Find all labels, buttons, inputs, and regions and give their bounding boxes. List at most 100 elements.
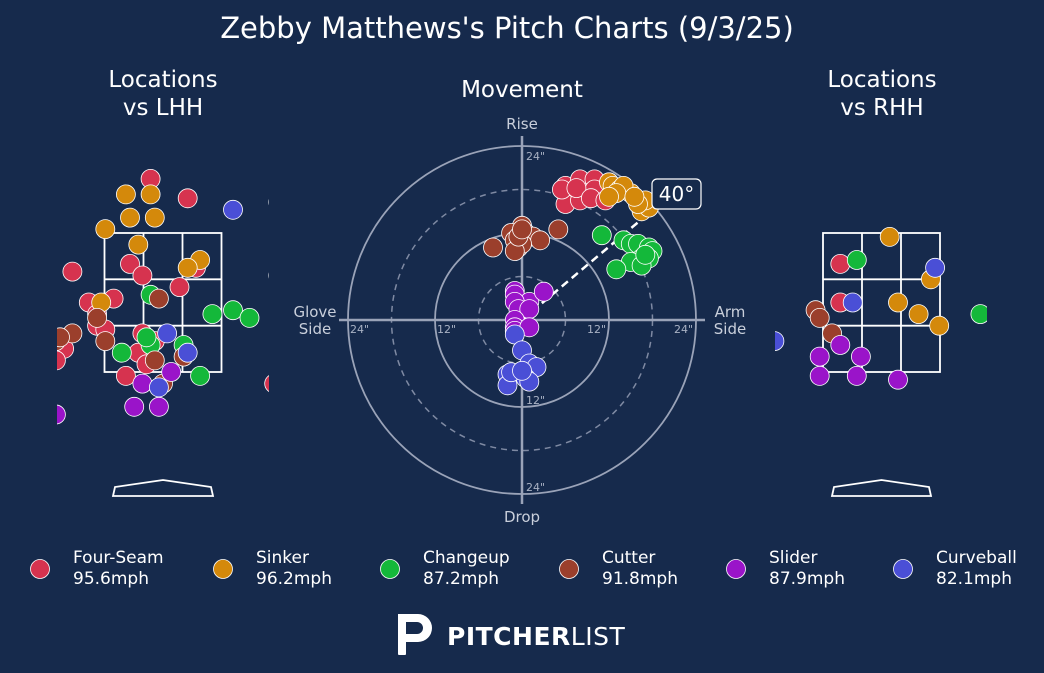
axis-label-glove: Glove bbox=[293, 303, 336, 321]
rhh-points bbox=[765, 227, 990, 389]
axis-label-rise: Rise bbox=[506, 115, 538, 133]
legend-speed-four-seam: 95.6mph bbox=[73, 569, 149, 589]
arm-angle-label: 40° bbox=[659, 182, 694, 206]
tick-24-right: 24" bbox=[674, 323, 693, 336]
lhh-location-point-sinker bbox=[141, 185, 160, 204]
lhh-location-point-cutter bbox=[88, 308, 107, 327]
legend-speed-curveball: 82.1mph bbox=[936, 569, 1012, 589]
axis-label-side-right: Side bbox=[714, 320, 746, 338]
lhh-location-point-slider bbox=[125, 397, 144, 416]
rhh-location-point-sinker bbox=[909, 305, 928, 324]
movement-point-cutter bbox=[484, 238, 503, 257]
legend-marker-curveball bbox=[894, 560, 913, 579]
legend-marker-changeup bbox=[381, 560, 400, 579]
tick-12-right: 12" bbox=[587, 323, 606, 336]
legend-marker-four-seam bbox=[31, 560, 50, 579]
legend-speed-changeup: 87.2mph bbox=[423, 569, 499, 589]
pitcherlist-logo-icon bbox=[398, 614, 432, 655]
lhh-location-point-four-seam bbox=[265, 374, 284, 393]
lhh-location-point-sinker bbox=[129, 235, 148, 254]
legend-marker-cutter bbox=[560, 560, 579, 579]
rhh-location-point-slider bbox=[831, 336, 850, 355]
lhh-title-line2: vs LHH bbox=[123, 95, 203, 121]
rhh-location-point-cutter bbox=[810, 308, 829, 327]
axis-label-side-left: Side bbox=[299, 320, 331, 338]
rhh-location-point-sinker bbox=[880, 227, 899, 246]
lhh-location-point-slider bbox=[133, 374, 152, 393]
movement-title: Movement bbox=[461, 77, 583, 103]
lhh-location-point-changeup bbox=[137, 328, 156, 347]
movement-point-slider bbox=[534, 282, 553, 301]
lhh-location-point-four-seam bbox=[63, 262, 82, 281]
lhh-location-point-curveball bbox=[224, 200, 243, 219]
lhh-location-point-changeup bbox=[203, 305, 222, 324]
pitcherlist-wordmark: PITCHERLIST bbox=[447, 622, 625, 651]
lhh-location-point-four-seam bbox=[46, 351, 65, 370]
rhh-location-point-sinker bbox=[930, 316, 949, 335]
legend-label-changeup: Changeup bbox=[423, 548, 510, 568]
legend-label-cutter: Cutter bbox=[602, 548, 655, 568]
lhh-points bbox=[42, 169, 288, 424]
lhh-location-point-sinker bbox=[116, 185, 135, 204]
lhh-location-point-cutter bbox=[149, 289, 168, 308]
movement-point-cutter bbox=[531, 231, 550, 250]
movement-point-sinker bbox=[600, 187, 619, 206]
lhh-location-point-sinker bbox=[178, 258, 197, 277]
tick-24-left: 24" bbox=[350, 323, 369, 336]
movement-point-changeup bbox=[607, 260, 626, 279]
rhh-title-line1: Locations bbox=[827, 67, 936, 93]
lhh-location-point-cutter bbox=[145, 351, 164, 370]
rhh-location-point-changeup bbox=[847, 251, 866, 270]
chart-title: Zebby Matthews's Pitch Charts (9/3/25) bbox=[220, 11, 794, 45]
rhh-title-line2: vs RHH bbox=[840, 95, 923, 121]
legend-label-sinker: Sinker bbox=[256, 548, 309, 568]
rhh-location-point-curveball bbox=[765, 332, 784, 351]
lhh-location-point-slider bbox=[162, 363, 181, 382]
legend-label-four-seam: Four-Seam bbox=[73, 548, 164, 568]
lhh-home-plate bbox=[113, 480, 213, 496]
lhh-location-point-sinker bbox=[145, 208, 164, 227]
legend-marker-slider bbox=[727, 560, 746, 579]
brand-light-text: LIST bbox=[571, 622, 626, 651]
brand-bold-text: PITCHER bbox=[447, 622, 571, 651]
rhh-location-point-four-seam bbox=[831, 254, 850, 273]
lhh-location-point-four-seam bbox=[178, 189, 197, 208]
lhh-location-point-four-seam bbox=[133, 266, 152, 285]
movement-point-cutter bbox=[513, 220, 532, 239]
legend-label-slider: Slider bbox=[769, 548, 817, 568]
lhh-location-point-four-seam bbox=[269, 193, 288, 212]
rhh-location-point-slider bbox=[810, 347, 829, 366]
tick-12-left: 12" bbox=[437, 323, 456, 336]
lhh-location-point-sinker bbox=[96, 220, 115, 239]
legend-marker-sinker bbox=[214, 560, 233, 579]
tick-12-bottom: 12" bbox=[526, 394, 545, 407]
movement-point-curveball bbox=[513, 361, 532, 380]
lhh-location-point-sinker bbox=[121, 208, 140, 227]
rhh-location-point-sinker bbox=[889, 293, 908, 312]
rhh-location-point-slider bbox=[810, 366, 829, 385]
rhh-location-point-changeup bbox=[971, 305, 990, 324]
movement-point-changeup bbox=[592, 226, 611, 245]
lhh-location-panel bbox=[42, 169, 288, 496]
arm-angle-badge: 40° bbox=[652, 179, 701, 209]
legend-speed-sinker: 96.2mph bbox=[256, 569, 332, 589]
legend-speed-cutter: 91.8mph bbox=[602, 569, 678, 589]
tick-24-bottom: 24" bbox=[526, 481, 545, 494]
movement-panel: Rise Drop Glove Side Arm Side 24" 12" 24… bbox=[293, 115, 746, 526]
lhh-location-point-cutter bbox=[96, 332, 115, 351]
lhh-location-point-curveball bbox=[158, 324, 177, 343]
lhh-location-point-curveball bbox=[149, 378, 168, 397]
movement-point-sinker bbox=[625, 187, 644, 206]
lhh-location-point-curveball bbox=[178, 343, 197, 362]
lhh-location-point-changeup bbox=[191, 366, 210, 385]
rhh-location-point-curveball bbox=[843, 293, 862, 312]
rhh-location-point-slider bbox=[851, 347, 870, 366]
movement-points bbox=[484, 170, 663, 395]
tick-24-top: 24" bbox=[526, 150, 545, 163]
lhh-location-point-slider bbox=[46, 405, 65, 424]
rhh-location-point-slider bbox=[847, 366, 866, 385]
lhh-location-point-four-seam bbox=[170, 278, 189, 297]
axis-label-arm: Arm bbox=[715, 303, 746, 321]
